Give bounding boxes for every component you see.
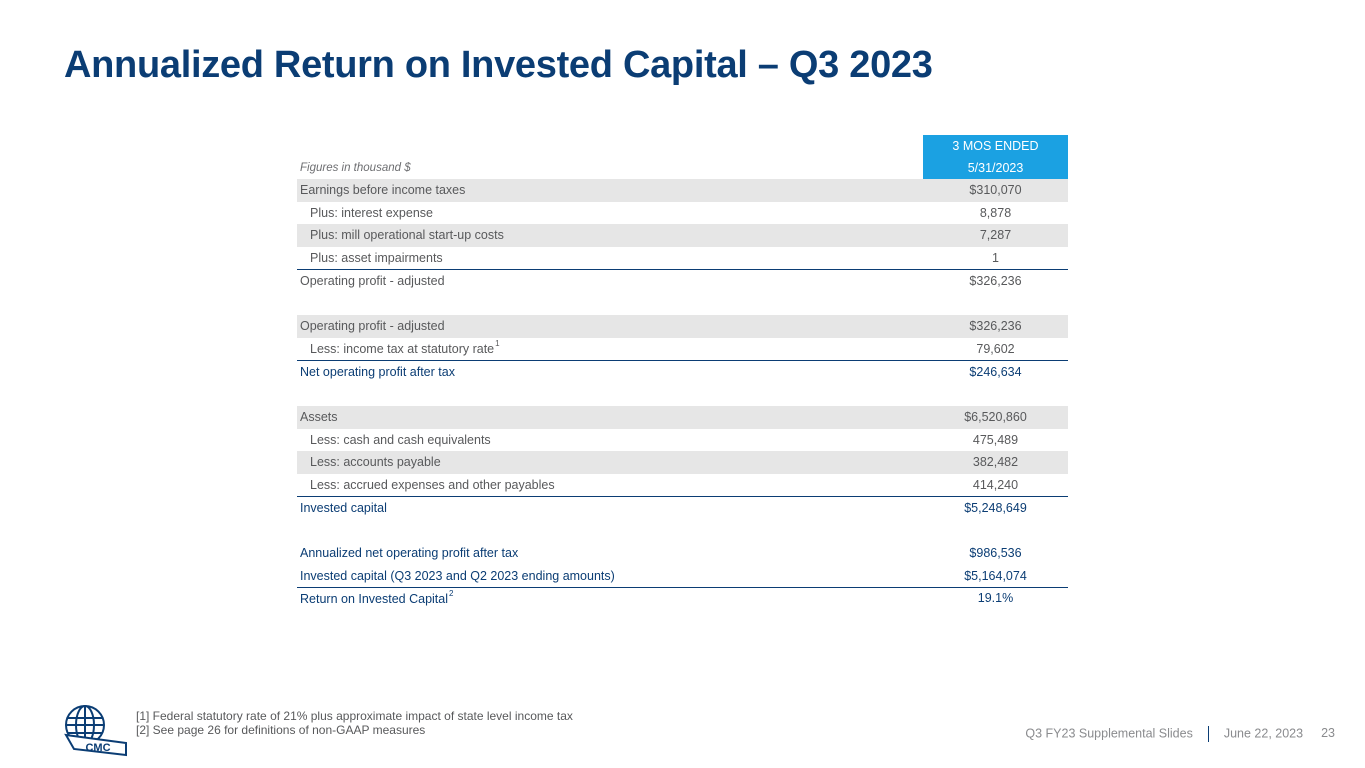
table-header: Figures in thousand $ 3 MOS ENDED 5/31/2… bbox=[297, 135, 1068, 179]
row-value: 19.1% bbox=[977, 591, 1014, 605]
row-spacer bbox=[297, 293, 1068, 316]
row-label: Invested capital (Q3 2023 and Q2 2023 en… bbox=[300, 568, 615, 583]
row-value: 7,287 bbox=[979, 228, 1012, 242]
row-value: $246,634 bbox=[969, 365, 1022, 379]
table-row: Less: accrued expenses and other payable… bbox=[297, 474, 1068, 497]
row-spacer bbox=[297, 520, 1068, 543]
table-row: Earnings before income taxes $310,070 bbox=[297, 179, 1068, 202]
row-value: $310,070 bbox=[969, 183, 1022, 197]
slide-footer: Q3 FY23 Supplemental Slides June 22, 2023… bbox=[1025, 726, 1335, 742]
row-label: Assets bbox=[300, 410, 338, 424]
row-label-text: Less: income tax at statutory rate bbox=[310, 341, 495, 356]
logo-text: CMC bbox=[85, 742, 110, 754]
row-label: Operating profit - adjusted bbox=[300, 274, 445, 288]
table-row: Plus: mill operational start-up costs 7,… bbox=[297, 224, 1068, 247]
row-label: Plus: interest expense bbox=[310, 205, 433, 220]
row-value: 79,602 bbox=[976, 341, 1015, 356]
roic-table: Figures in thousand $ 3 MOS ENDED 5/31/2… bbox=[297, 135, 1068, 611]
row-value: $326,236 bbox=[969, 319, 1022, 333]
row-value: $5,164,074 bbox=[964, 568, 1027, 583]
footnote-ref: 2 bbox=[449, 589, 454, 598]
row-value: 382,482 bbox=[972, 455, 1019, 469]
row-value: 475,489 bbox=[972, 432, 1019, 447]
row-value: $326,236 bbox=[969, 274, 1022, 288]
table-row-subtotal: Invested capital $5,248,649 bbox=[297, 496, 1068, 520]
row-spacer bbox=[297, 384, 1068, 407]
footnote-1: [1] Federal statutory rate of 21% plus a… bbox=[136, 709, 573, 723]
row-label: Return on Invested Capital2 bbox=[300, 589, 454, 606]
table-row: Plus: asset impairments 1 bbox=[297, 247, 1068, 270]
footnote-ref: 1 bbox=[495, 338, 500, 348]
table-row: Less: cash and cash equivalents 475,489 bbox=[297, 429, 1068, 452]
row-value: $6,520,860 bbox=[964, 410, 1027, 424]
table-row: Less: accounts payable 382,482 bbox=[297, 451, 1068, 474]
table-row: Less: income tax at statutory rate1 79,6… bbox=[297, 338, 1068, 361]
row-label: Invested capital bbox=[300, 501, 387, 515]
table-row: Annualized net operating profit after ta… bbox=[297, 542, 1068, 565]
row-label: Operating profit - adjusted bbox=[300, 319, 445, 333]
row-label: Less: cash and cash equivalents bbox=[310, 432, 491, 447]
period-header-line1: 3 MOS ENDED bbox=[952, 139, 1039, 153]
footer-date: June 22, 2023 bbox=[1223, 726, 1304, 741]
row-value: 414,240 bbox=[972, 477, 1019, 492]
page-title: Annualized Return on Invested Capital – … bbox=[64, 44, 933, 86]
period-header-line2: 5/31/2023 bbox=[967, 161, 1024, 175]
table-row-subtotal: Operating profit - adjusted $326,236 bbox=[297, 269, 1068, 293]
table-row-subtotal: Net operating profit after tax $246,634 bbox=[297, 360, 1068, 384]
row-value: 1 bbox=[992, 250, 999, 265]
cmc-logo: CMC bbox=[64, 705, 127, 757]
table-row: Plus: interest expense 8,878 bbox=[297, 202, 1068, 225]
row-label: Net operating profit after tax bbox=[300, 365, 455, 379]
row-label-text: Return on Invested Capital bbox=[300, 592, 449, 606]
footer-divider bbox=[1207, 726, 1209, 742]
table-row: Assets $6,520,860 bbox=[297, 406, 1068, 429]
row-label: Less: accounts payable bbox=[310, 455, 441, 469]
row-label: Less: accrued expenses and other payable… bbox=[310, 477, 555, 492]
row-value: $986,536 bbox=[969, 546, 1022, 560]
table-row: Operating profit - adjusted $326,236 bbox=[297, 315, 1068, 338]
units-note: Figures in thousand $ bbox=[300, 162, 411, 174]
row-label: Annualized net operating profit after ta… bbox=[300, 546, 519, 560]
row-value: $5,248,649 bbox=[964, 501, 1027, 515]
row-label: Earnings before income taxes bbox=[300, 183, 466, 197]
period-header: 3 MOS ENDED 5/31/2023 bbox=[923, 135, 1068, 179]
footnotes: [1] Federal statutory rate of 21% plus a… bbox=[136, 709, 573, 737]
deck-name: Q3 FY23 Supplemental Slides bbox=[1025, 726, 1193, 741]
row-value: 8,878 bbox=[979, 205, 1012, 220]
row-label: Plus: mill operational start-up costs bbox=[310, 228, 504, 242]
row-label: Plus: asset impairments bbox=[310, 250, 443, 265]
table-row: Invested capital (Q3 2023 and Q2 2023 en… bbox=[297, 565, 1068, 588]
table-row-total: Return on Invested Capital2 19.1% bbox=[297, 587, 1068, 611]
page-number: 23 bbox=[1321, 726, 1335, 741]
footnote-2: [2] See page 26 for definitions of non-G… bbox=[136, 723, 426, 737]
row-label: Less: income tax at statutory rate1 bbox=[310, 338, 500, 356]
